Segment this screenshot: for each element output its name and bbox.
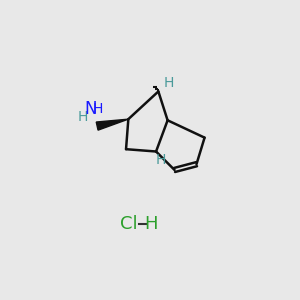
Text: H: H — [144, 215, 158, 233]
Text: H: H — [93, 102, 104, 116]
Text: N: N — [85, 100, 97, 118]
Text: H: H — [78, 110, 88, 124]
Polygon shape — [96, 119, 128, 130]
Text: H: H — [155, 153, 166, 166]
Text: H: H — [164, 76, 174, 90]
Text: Cl: Cl — [119, 215, 137, 233]
